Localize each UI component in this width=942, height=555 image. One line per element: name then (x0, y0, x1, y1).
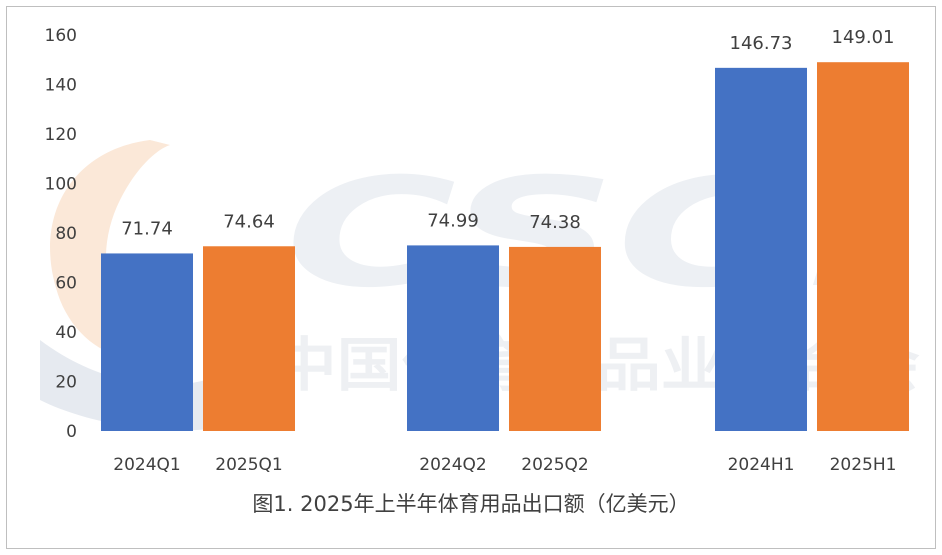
bar-2024Q2 (407, 245, 499, 431)
bar-2025H1 (817, 62, 909, 431)
bar-2024H1 (715, 67, 807, 431)
y-tick-label: 160 (45, 26, 77, 46)
y-tick-label: 60 (55, 274, 77, 294)
x-category-label: 2024Q1 (113, 455, 180, 475)
y-tick-label: 140 (45, 76, 77, 96)
y-tick-label: 100 (45, 175, 77, 195)
y-tick-label: 80 (55, 224, 77, 244)
x-category-label: 2024Q2 (419, 455, 486, 475)
y-tick-label: 120 (45, 125, 77, 145)
bar-2024Q1 (101, 253, 193, 431)
bar-2025Q2 (509, 246, 601, 431)
data-label: 146.73 (730, 33, 793, 54)
data-label: 149.01 (832, 27, 895, 48)
y-tick-label: 20 (55, 373, 77, 393)
y-tick-label: 40 (55, 323, 77, 343)
x-category-label: 2024H1 (728, 455, 795, 475)
data-label: 74.38 (529, 212, 581, 233)
y-tick-label: 0 (66, 422, 77, 442)
data-label: 74.99 (427, 210, 479, 231)
chart-caption: 图1. 2025年上半年体育用品出口额（亿美元） (252, 492, 690, 516)
bar-2025Q1 (203, 246, 295, 431)
x-category-label: 2025H1 (830, 455, 897, 475)
data-label: 71.74 (121, 218, 173, 239)
data-label: 74.64 (223, 211, 275, 232)
x-category-label: 2025Q2 (521, 455, 588, 475)
x-category-label: 2025Q1 (215, 455, 282, 475)
